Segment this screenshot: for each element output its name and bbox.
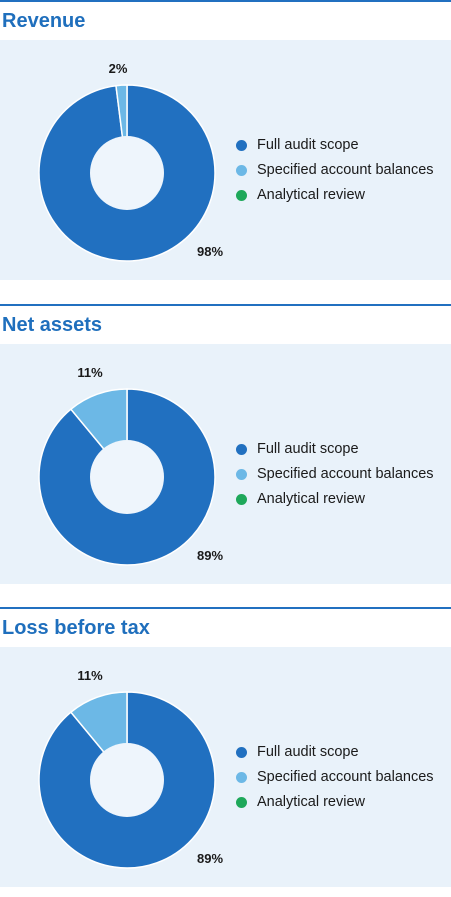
- chart-title: Net assets: [2, 314, 103, 336]
- legend-swatch: [236, 444, 247, 455]
- donut-hole: [90, 743, 164, 817]
- legend-label: Full audit scope: [257, 137, 359, 153]
- slice-full-audit-scope: [38, 388, 216, 566]
- legend-swatch: [236, 797, 247, 808]
- legend-label: Specified account balances: [257, 769, 434, 785]
- legend-swatch: [236, 494, 247, 505]
- data-label-specified-account-balances: 11%: [77, 668, 103, 683]
- legend-swatch: [236, 772, 247, 783]
- legend-label: Specified account balances: [257, 466, 434, 482]
- data-label-full-audit-scope: 89%: [197, 851, 223, 866]
- chart-section-revenue: Revenue 98% 2% Full audit scope Specified…: [0, 0, 451, 290]
- legend-swatch: [236, 165, 247, 176]
- legend-label: Analytical review: [257, 491, 365, 507]
- legend-label: Analytical review: [257, 187, 365, 203]
- data-label-specified-account-balances: 2%: [109, 61, 128, 76]
- legend-label: Analytical review: [257, 794, 365, 810]
- donut-hole: [90, 440, 164, 514]
- section-divider: [0, 0, 451, 2]
- chart-section-loss-before-tax: Loss before tax 89% 11% Full audit scope …: [0, 607, 451, 897]
- data-label-full-audit-scope: 89%: [197, 548, 223, 563]
- legend-label: Full audit scope: [257, 441, 359, 457]
- section-divider: [0, 607, 451, 609]
- donut-chart-svg: 89% 11%: [38, 668, 223, 869]
- chart-panel: 98% 2% Full audit scope Specified account…: [0, 40, 451, 280]
- section-divider: [0, 304, 451, 306]
- legend-swatch: [236, 469, 247, 480]
- donut-chart-svg: 98% 2%: [38, 61, 223, 262]
- slice-full-audit-scope: [38, 691, 216, 869]
- data-label-full-audit-scope: 98%: [197, 244, 223, 259]
- donut-chart-svg: 89% 11%: [38, 365, 223, 566]
- legend-label: Full audit scope: [257, 744, 359, 760]
- legend-swatch: [236, 747, 247, 758]
- chart-panel: 89% 11% Full audit scope Specified accoun…: [0, 647, 451, 887]
- data-label-specified-account-balances: 11%: [77, 365, 103, 380]
- chart-title: Loss before tax: [2, 617, 150, 639]
- chart-section-net-assets: Net assets 89% 11% Full audit scope Speci…: [0, 304, 451, 594]
- legend-swatch: [236, 190, 247, 201]
- legend-label: Specified account balances: [257, 162, 434, 178]
- legend-swatch: [236, 140, 247, 151]
- chart-panel: 89% 11% Full audit scope Specified accoun…: [0, 344, 451, 584]
- chart-title: Revenue: [2, 10, 86, 32]
- donut-hole: [90, 136, 164, 210]
